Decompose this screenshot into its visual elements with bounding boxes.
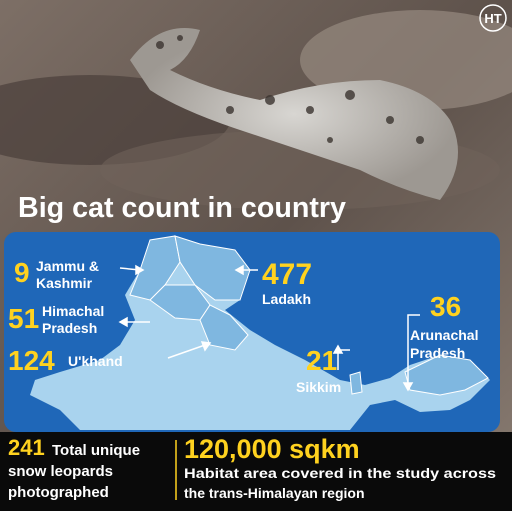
arrows — [118, 264, 420, 392]
logo: HT — [484, 11, 501, 26]
footer-text: Total unique — [52, 442, 140, 459]
footer-count: 241 — [8, 435, 45, 460]
footer-text: photographed — [8, 484, 109, 501]
footer — [0, 432, 512, 511]
footer-text: the trans-Himalayan region — [184, 485, 365, 501]
region-name: Pradesh — [42, 320, 97, 336]
snow-leopard — [130, 28, 458, 200]
region-count: 51 — [8, 303, 39, 334]
region-name: Ladakh — [262, 291, 311, 307]
region-name: Arunachal — [410, 327, 478, 343]
title: Big cat count in country — [18, 192, 346, 224]
region-count: 21 — [306, 345, 337, 376]
region-name: Jammu & — [36, 258, 99, 274]
footer-figure: 120,000 sqkm — [184, 434, 360, 464]
footer-text: snow leopards — [8, 463, 113, 480]
logo-ring — [479, 4, 507, 32]
region-name: U'khand — [68, 353, 123, 369]
region-name: Sikkim — [296, 379, 341, 395]
region-count: 124 — [8, 345, 55, 376]
footer-text: Habitat area covered in the study across — [184, 465, 496, 481]
region-name: Himachal — [42, 303, 104, 319]
leopard-spots — [156, 35, 424, 144]
region-count: 36 — [430, 291, 461, 322]
highlighted-states — [129, 235, 489, 396]
region-name: Kashmir — [36, 275, 93, 291]
region-name: Pradesh — [410, 345, 465, 361]
region-count: 9 — [14, 257, 30, 288]
region-count: 477 — [262, 258, 312, 291]
